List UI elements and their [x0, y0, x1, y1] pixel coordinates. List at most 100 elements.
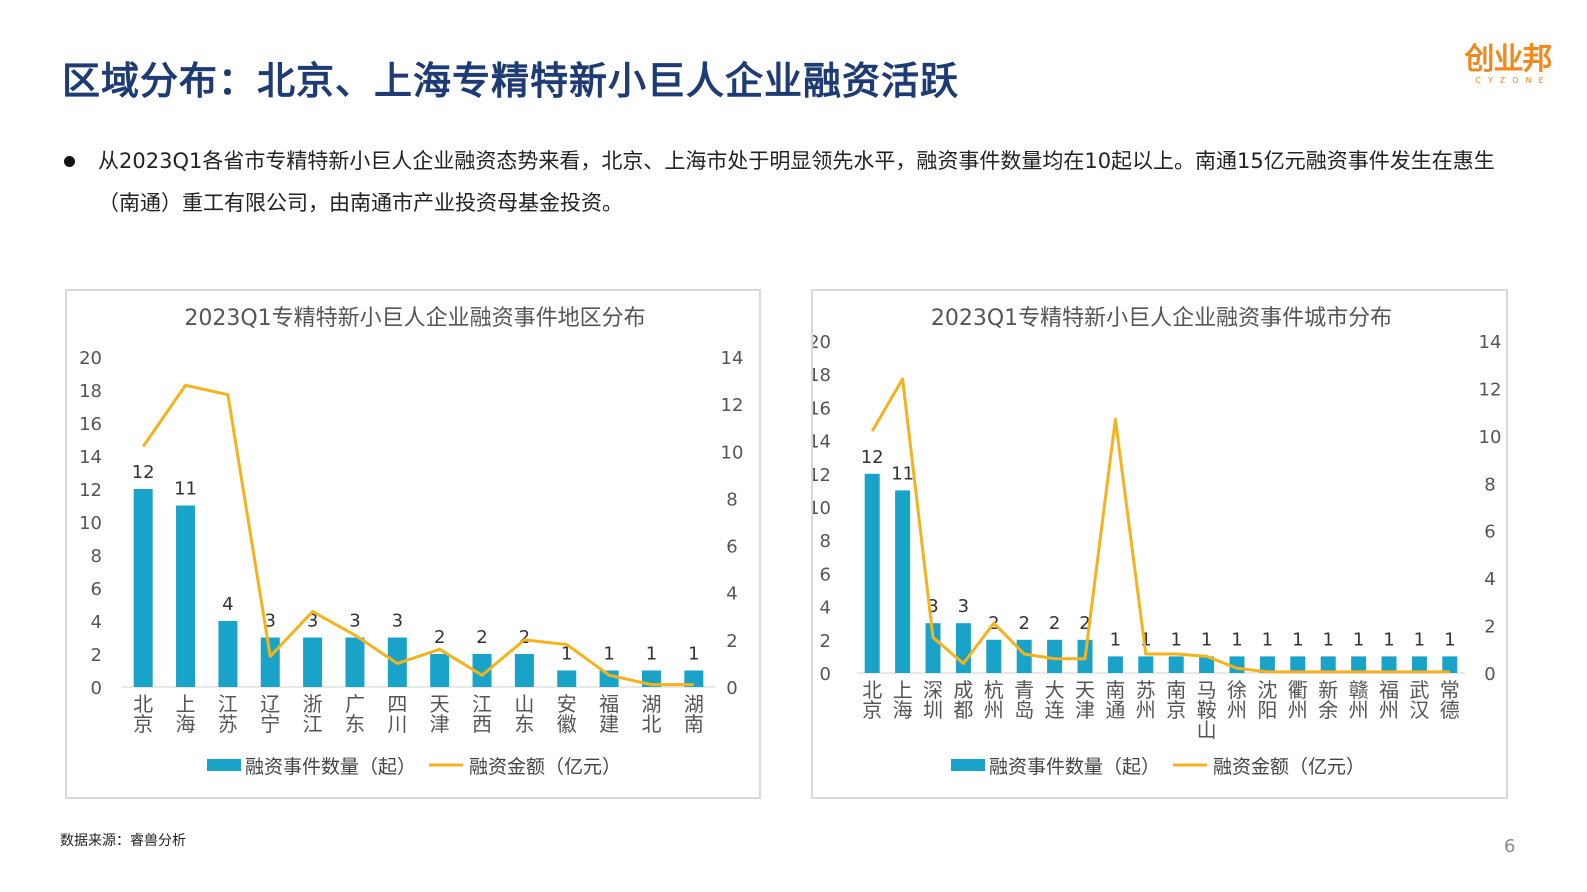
- left-axis-tick-label: 4: [820, 598, 831, 619]
- bar: [986, 639, 1002, 673]
- category-label: 赣州: [1349, 678, 1369, 722]
- bar-data-label: 1: [561, 644, 572, 665]
- category-label: 青岛: [1014, 678, 1034, 722]
- bar: [218, 621, 238, 687]
- left-axis-tick-label: 18: [813, 365, 831, 386]
- right-axis-tick-label: 0: [726, 678, 737, 699]
- bar: [345, 637, 365, 687]
- right-axis-tick-label: 2: [726, 631, 737, 652]
- bar: [430, 654, 450, 687]
- page-title: 区域分布：北京、上海专精特新小巨人企业融资活跃: [62, 59, 960, 103]
- category-label: 新余: [1318, 678, 1338, 722]
- category-label: 江西: [472, 692, 492, 736]
- bar-data-label: 3: [265, 611, 276, 632]
- bar: [955, 623, 971, 673]
- category-label: 广东: [345, 692, 365, 736]
- left-axis-tick-label: 12: [813, 465, 831, 486]
- left-axis-tick-label: 14: [79, 447, 102, 468]
- legend-line-label: 融资金额（亿元）: [1213, 756, 1365, 778]
- category-label: 沈阳: [1257, 678, 1277, 722]
- left-axis-tick-label: 10: [813, 498, 831, 519]
- right-axis-tick-label: 4: [1484, 569, 1495, 590]
- amount-line: [870, 377, 1450, 674]
- right-axis-tick-label: 6: [726, 537, 737, 558]
- category-label: 福建: [599, 692, 619, 736]
- right-axis-tick-label: 8: [726, 489, 737, 510]
- bar-data-label: 3: [349, 611, 360, 632]
- legend-bar-swatch: [951, 759, 985, 771]
- left-axis-tick-label: 2: [820, 631, 831, 652]
- category-label: 福州: [1379, 678, 1399, 722]
- category-label: 天津: [1075, 678, 1095, 722]
- category-label: 常德: [1440, 678, 1460, 722]
- chart-city-panel: 2023Q1专精特新小巨人企业融资事件城市分布 0 2 4 6 8 10 12 14 16 18 20…: [811, 289, 1508, 799]
- left-axis-tick-label: 8: [91, 546, 102, 567]
- city-chart: 2023Q1专精特新小巨人企业融资事件城市分布02468101214161820…: [813, 306, 1502, 778]
- bar: [1107, 656, 1123, 673]
- right-axis-tick-label: 12: [721, 395, 744, 416]
- bar: [1351, 656, 1367, 673]
- category-label: 衢州: [1288, 678, 1308, 722]
- left-axis-tick-label: 18: [79, 381, 102, 402]
- bar-data-label: 1: [646, 644, 657, 665]
- logo-main-text: 创业邦: [1464, 42, 1553, 77]
- right-axis-tick-label: 6: [1484, 522, 1495, 543]
- logo-sub-text: CYZONE: [1475, 76, 1551, 85]
- left-axis-tick-label: 14: [813, 432, 831, 453]
- right-axis-tick-label: 2: [1484, 617, 1495, 638]
- bar: [925, 623, 941, 673]
- bar: [1199, 656, 1215, 673]
- category-label: 深圳: [923, 678, 943, 722]
- amount-line: [141, 383, 694, 687]
- legend-bar-label: 融资事件数量（起）: [245, 756, 416, 778]
- bar-data-label: 1: [1140, 629, 1151, 650]
- bar-data-label: 1: [1170, 629, 1181, 650]
- category-label: 安徽: [557, 692, 577, 736]
- category-label: 南通: [1105, 678, 1125, 722]
- category-label: 浙江: [303, 692, 323, 736]
- category-label: 徐州: [1227, 678, 1247, 722]
- bar-data-label: 1: [1262, 629, 1273, 650]
- bar: [557, 670, 577, 687]
- category-label: 苏州: [1136, 678, 1156, 722]
- bar-data-label: 2: [476, 627, 487, 648]
- bar-data-label: 1: [1110, 629, 1121, 650]
- category-label: 天津: [430, 692, 450, 736]
- bar-data-label: 11: [174, 479, 197, 500]
- category-label: 江苏: [218, 692, 238, 736]
- bar-data-label: 1: [1322, 629, 1333, 650]
- bar-data-label: 1: [1353, 629, 1364, 650]
- bar: [1047, 639, 1063, 673]
- right-axis-tick-label: 4: [726, 584, 737, 605]
- category-label: 湖南: [684, 692, 704, 736]
- bar-data-label: 1: [1414, 629, 1425, 650]
- category-label: 山东: [514, 692, 534, 736]
- bar: [1259, 656, 1275, 673]
- bar-data-label: 1: [1231, 629, 1242, 650]
- left-axis-tick-label: 16: [79, 414, 102, 435]
- bar-data-label: 1: [1201, 629, 1212, 650]
- page-number: 6: [1504, 836, 1516, 857]
- right-axis-tick-label: 8: [1484, 474, 1495, 495]
- bullet-dot-icon: [64, 156, 75, 167]
- category-label: 上海: [893, 678, 913, 722]
- right-axis-tick-label: 0: [1484, 664, 1495, 685]
- category-label: 大连: [1045, 678, 1065, 722]
- left-axis-tick-label: 4: [91, 612, 102, 633]
- right-axis-tick-label: 12: [1479, 379, 1502, 400]
- brand-logo: 创业邦 CYZONE: [1458, 44, 1558, 86]
- bar: [260, 637, 280, 687]
- bar: [1290, 656, 1306, 673]
- bar-data-label: 3: [392, 611, 403, 632]
- bar-data-label: 1: [1444, 629, 1455, 650]
- bar-data-label: 2: [434, 627, 445, 648]
- left-axis-tick-label: 12: [79, 480, 102, 501]
- category-label: 四川: [387, 692, 407, 736]
- category-label: 南京: [1166, 678, 1186, 722]
- bar: [1411, 656, 1427, 673]
- bar-data-label: 1: [1383, 629, 1394, 650]
- bar: [1442, 656, 1458, 673]
- chart-region-panel: 2023Q1专精特新小巨人企业融资事件地区分布 0 2 4 6 8 10 12 14 16 18 20…: [65, 289, 761, 799]
- bar-data-label: 3: [958, 596, 969, 617]
- left-axis-tick-label: 8: [820, 531, 831, 552]
